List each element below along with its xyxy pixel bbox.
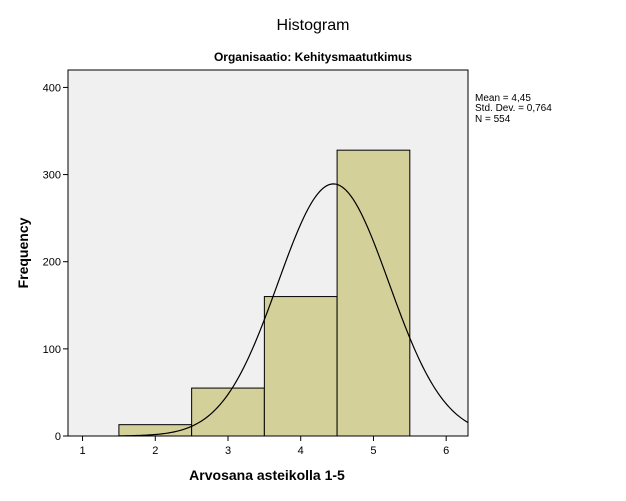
x-axis: 1 2 3 4 5 6: [79, 436, 449, 457]
x-tick-label: 1: [79, 445, 85, 457]
y-axis: 0 100 200 300 400: [43, 82, 68, 443]
y-tick-label: 0: [55, 431, 61, 443]
histogram-bar-3: [263, 296, 338, 437]
y-tick-label: 300: [43, 170, 61, 182]
x-tick-label: 3: [225, 445, 231, 457]
bars-group: [118, 149, 411, 437]
chart-title: Histogram: [277, 17, 350, 34]
stats-n: N = 554: [475, 114, 511, 125]
x-tick-label: 4: [298, 445, 304, 457]
y-tick-label: 200: [43, 257, 61, 269]
y-axis-label: Frequency: [15, 217, 31, 288]
stats-mean: Mean = 4,45: [475, 93, 531, 104]
y-tick-label: 400: [43, 82, 61, 94]
stats-std-dev: Std. Dev. = 0,764: [475, 103, 552, 114]
x-tick-label: 6: [443, 445, 449, 457]
y-tick-label: 100: [43, 344, 61, 356]
chart-subtitle: Organisaatio: Kehitysmaatutkimus: [214, 50, 412, 64]
x-tick-label: 2: [152, 445, 158, 457]
x-axis-label: Arvosana asteikolla 1-5: [189, 467, 345, 483]
histogram-bar-4: [336, 149, 411, 437]
x-tick-label: 5: [370, 445, 376, 457]
normal-curve: [118, 183, 469, 437]
